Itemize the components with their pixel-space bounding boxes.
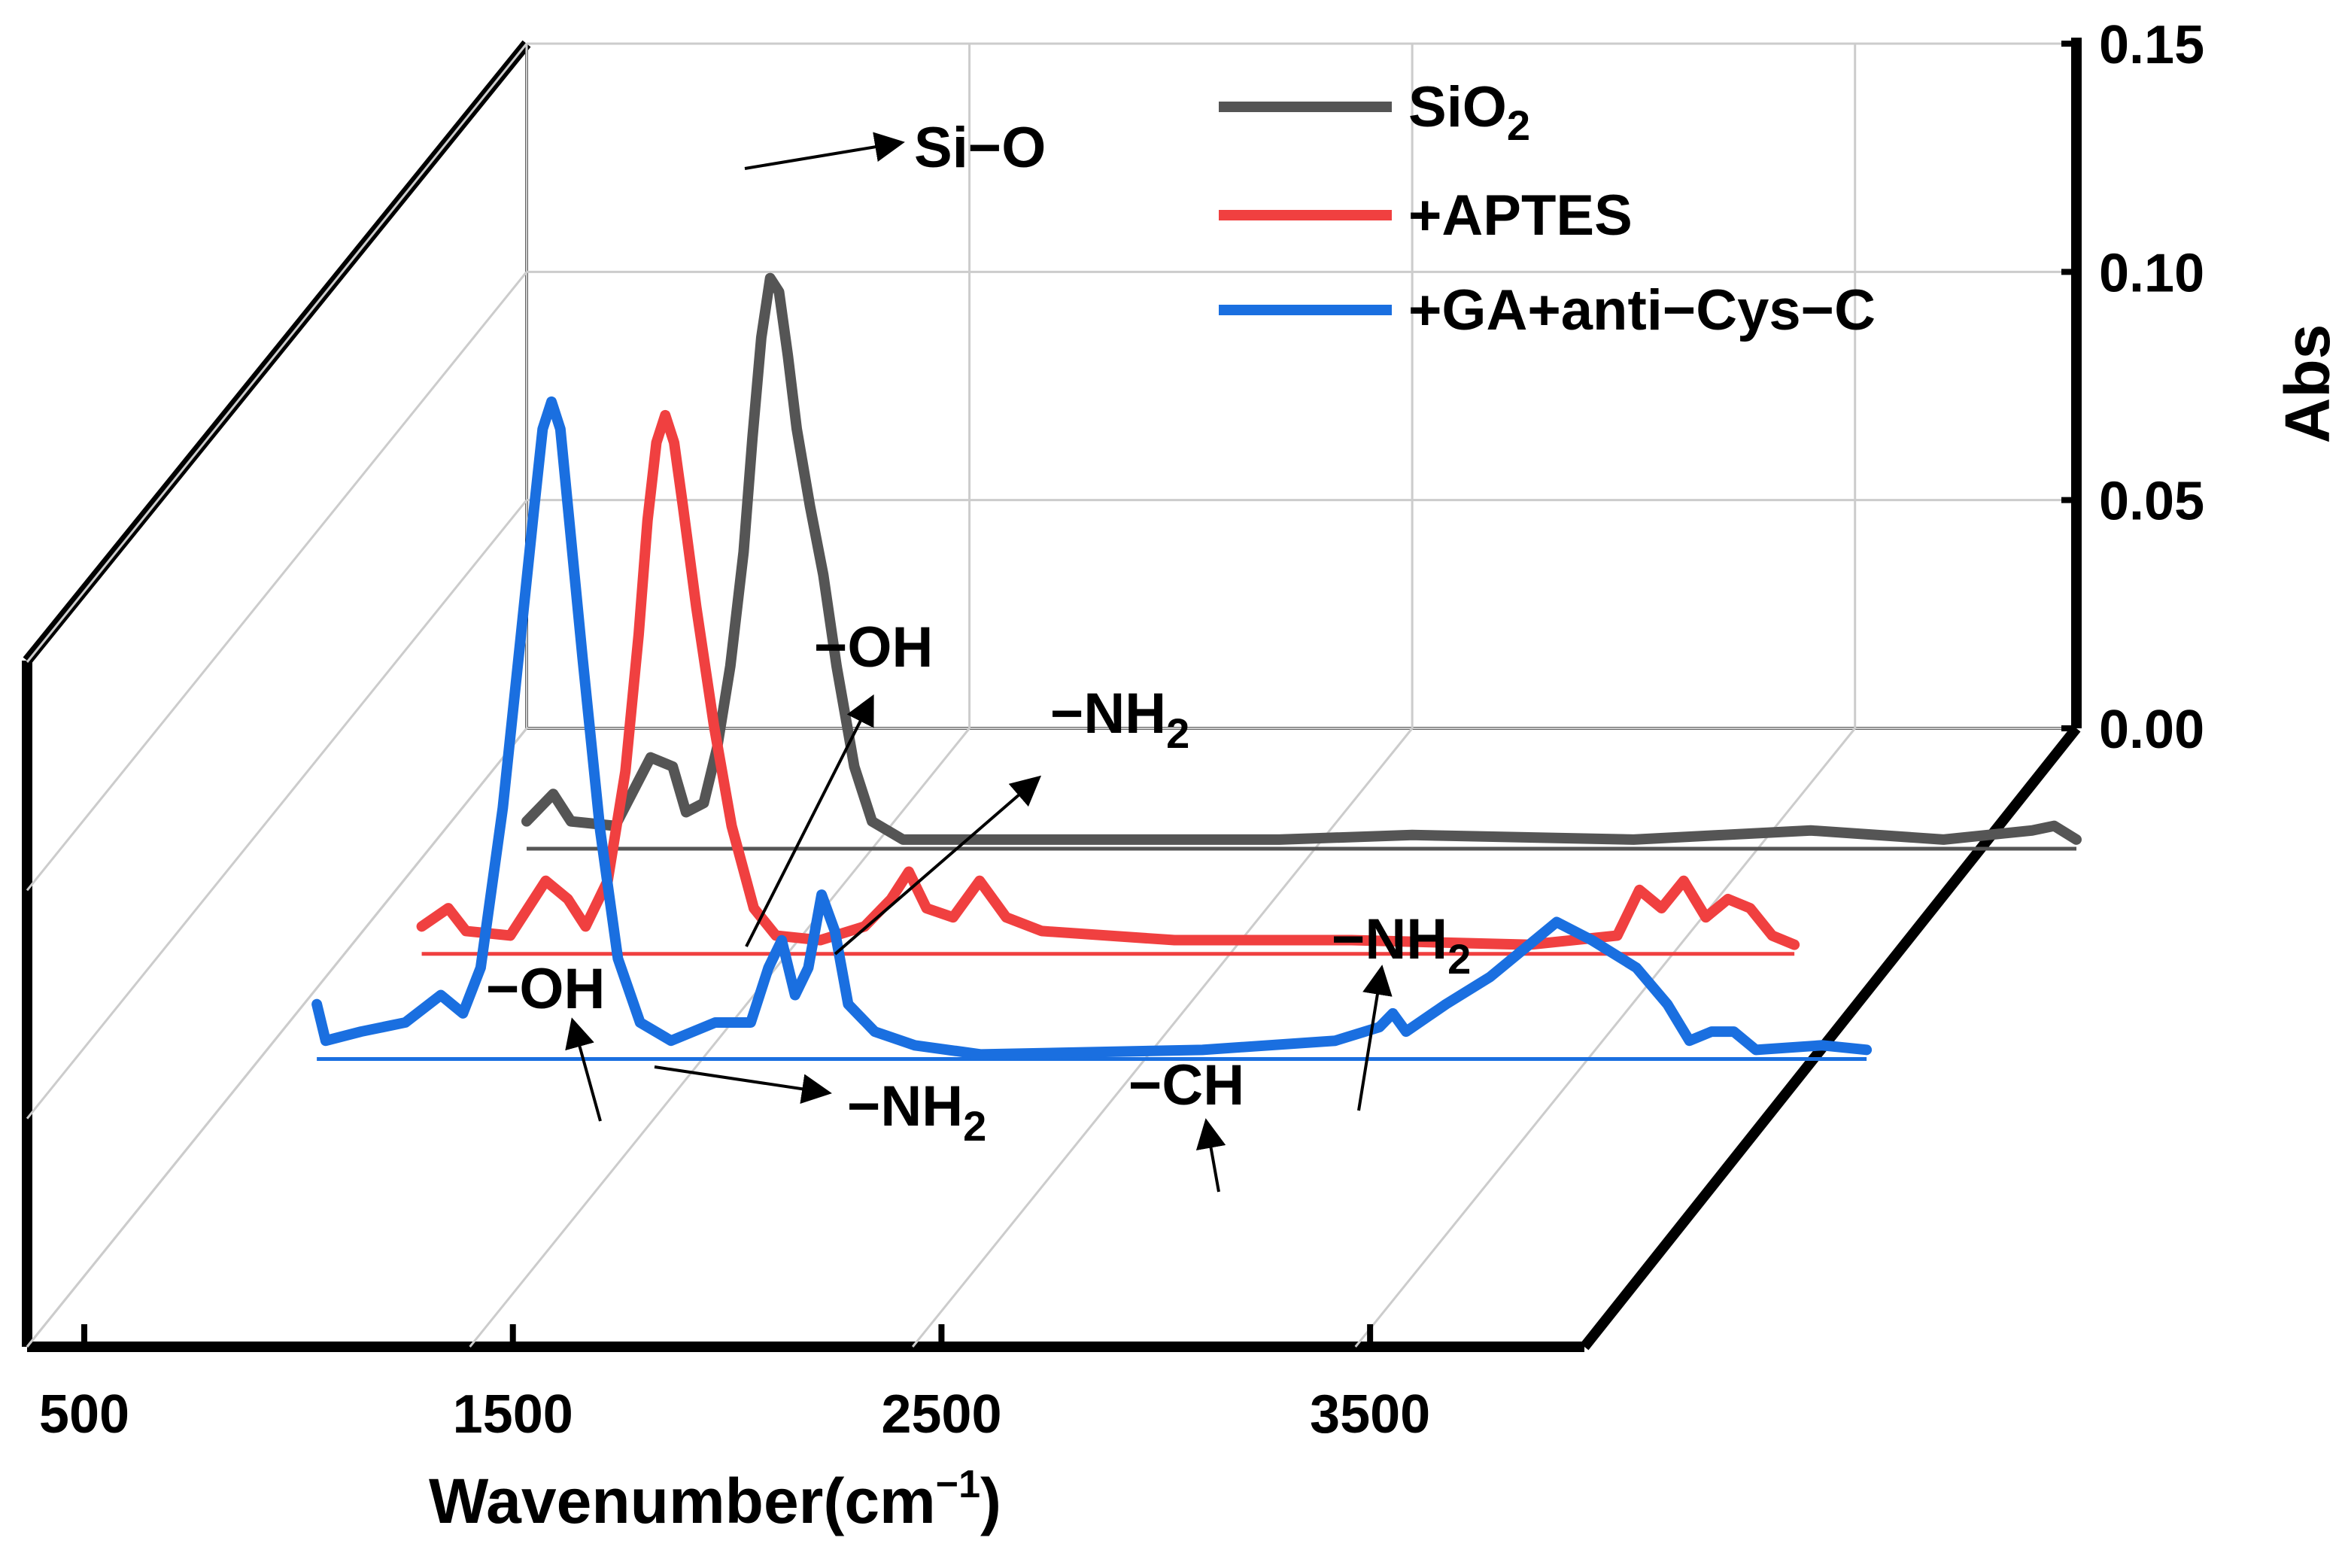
legend-label-aptes: +APTES [1408, 184, 1633, 248]
series-line-0 [521, 272, 2082, 845]
annotation-nh2-aptes: −NH2 [1050, 682, 1189, 757]
annotation-arrow-oh-aptes [745, 694, 874, 947]
annotation-arrow-si-o [744, 132, 905, 170]
grid-line-side [26, 43, 528, 663]
y-tick-label: 0.00 [2099, 700, 2204, 760]
grid-line-side [26, 499, 528, 1120]
annotation-nh2-blue-left: −NH2 [847, 1074, 986, 1150]
x-tick-label: 2500 [881, 1384, 1001, 1445]
grid [26, 42, 2076, 1348]
annotation-arrow-nh2-blue-right [1357, 965, 1393, 1111]
right-front-edge [1580, 725, 2081, 1351]
grid-line-floor [26, 728, 528, 1348]
x-axis-label: Wavenumber(cm−1) [429, 1463, 1001, 1536]
annotation-ch: −CH [1128, 1053, 1244, 1117]
grid-line-floor [911, 728, 1414, 1348]
y-tick-label: 0.10 [2099, 243, 2204, 303]
legend-label-sio2: SiO2 [1408, 75, 1530, 149]
x-tick-label: 3500 [1310, 1384, 1430, 1445]
y-tick-label: 0.15 [2099, 15, 2204, 75]
grid-line-floor [1354, 728, 1856, 1348]
annotation-oh-aptes: −OH [814, 615, 933, 679]
annotations: Si−O −OH −NH2 −OH −NH2 −CH −NH2 [486, 116, 1471, 1193]
grid-line-side [26, 271, 528, 892]
annotation-nh2-blue-right: −NH2 [1332, 907, 1471, 983]
series-line-2 [311, 396, 1873, 1060]
annotation-arrow-nh2-blue-left [654, 1065, 832, 1105]
y-tick-label: 0.05 [2099, 472, 2204, 532]
x-ticks: 500 1500 2500 3500 [39, 1324, 1430, 1445]
series-lines [311, 272, 2082, 1060]
annotation-arrow-ch [1195, 1118, 1226, 1193]
x-tick-label: 500 [39, 1384, 129, 1445]
y-axis-label: Abs [2272, 324, 2343, 444]
x-tick-label: 1500 [453, 1384, 573, 1445]
legend: SiO2 +APTES +GA+anti−Cys−C [1219, 75, 1876, 342]
annotation-arrow-oh-blue [565, 1017, 602, 1122]
series-line-1 [416, 409, 1800, 950]
legend-label-ga-anti-cys-c: +GA+anti−Cys−C [1408, 278, 1876, 342]
annotation-arrow-nh2-aptes [834, 775, 1042, 956]
baselines [317, 846, 2076, 1061]
y-ticks: 0.00 0.05 0.10 0.15 [2061, 15, 2204, 760]
annotation-si-o: Si−O [914, 116, 1046, 180]
annotation-oh-blue: −OH [486, 957, 605, 1021]
